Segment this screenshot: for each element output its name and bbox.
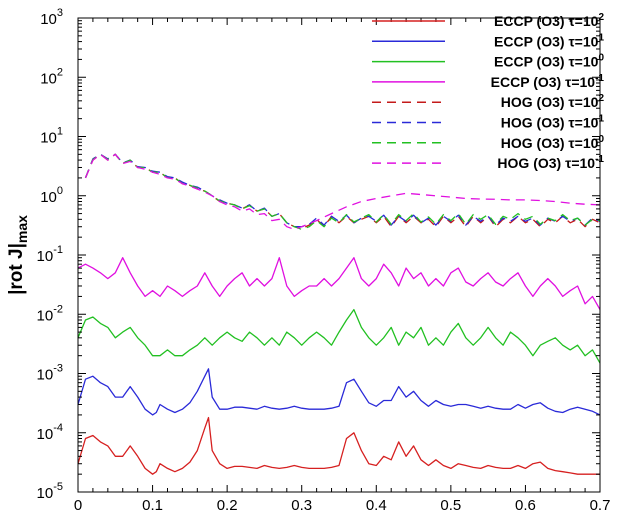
y-tick-base: 10 xyxy=(40,11,57,28)
legend-label-text: ECCP (O3) τ=10 xyxy=(494,13,599,29)
legend-label-exp: -1 xyxy=(595,154,604,165)
legend-label-3: ECCP (O3) τ=10-1 xyxy=(491,73,605,90)
series-line-1 xyxy=(77,368,601,416)
series-line-7 xyxy=(84,153,601,231)
series-line-2 xyxy=(77,308,601,364)
series-line-6 xyxy=(84,153,601,231)
legend-label-exp: 2 xyxy=(598,93,604,104)
legend-label-5: HOG (O3) τ=101 xyxy=(501,114,605,131)
y-tick-exp: -4 xyxy=(53,422,63,434)
y-tick-label-6: 10-3 xyxy=(37,363,63,384)
x-tick-label-5: 0.5 xyxy=(440,497,461,514)
y-tick-label-3: 100 xyxy=(40,185,63,206)
legend-label-7: HOG (O3) τ=10-1 xyxy=(497,154,604,171)
tick-layer: 0 0.1 0.2 0.3 0.4 0.5 0.6 0.710310210110010-110… xyxy=(37,7,611,514)
legend-label-6: HOG (O3) τ=100 xyxy=(501,134,605,151)
x-tick-label-3: 0.3 xyxy=(291,497,312,514)
y-axis-title: |rot J|max xyxy=(6,215,30,295)
y-tick-exp: 0 xyxy=(57,185,63,197)
y-tick-label-8: 10-5 xyxy=(37,481,63,502)
y-tick-label-0: 103 xyxy=(40,7,63,28)
legend-label-text: ECCP (O3) τ=10 xyxy=(494,54,599,70)
legend-label-exp: 2 xyxy=(598,12,604,23)
x-tick-label-7: 0.7 xyxy=(590,497,611,514)
y-tick-label-5: 10-2 xyxy=(37,303,63,324)
y-axis-title-main: |rot J| xyxy=(6,243,27,295)
legend-label-exp: 0 xyxy=(598,53,604,64)
legend-label-text: ECCP (O3) τ=10 xyxy=(491,74,596,90)
x-tick-label-0: 0 xyxy=(74,497,82,514)
y-tick-exp: 2 xyxy=(57,66,63,78)
y-tick-base: 10 xyxy=(37,248,54,265)
legend-label-text: HOG (O3) τ=10 xyxy=(501,94,599,110)
legend-label-0: ECCP (O3) τ=102 xyxy=(494,12,604,29)
y-axis-title-subscript: max xyxy=(14,215,30,243)
series-layer xyxy=(77,153,601,475)
legend-label-exp: 1 xyxy=(598,32,604,43)
y-tick-exp: -2 xyxy=(53,303,63,315)
y-tick-label-4: 10-1 xyxy=(37,244,63,265)
x-tick-label-4: 0.4 xyxy=(366,497,387,514)
y-tick-exp: 3 xyxy=(57,7,63,19)
y-tick-label-1: 102 xyxy=(40,66,63,87)
legend-label-text: HOG (O3) τ=10 xyxy=(501,135,599,151)
y-tick-exp: -3 xyxy=(53,363,63,375)
y-tick-base: 10 xyxy=(37,485,54,502)
x-tick-label-6: 0.6 xyxy=(515,497,536,514)
y-tick-label-2: 101 xyxy=(40,126,63,147)
series-line-0 xyxy=(77,416,600,475)
y-tick-base: 10 xyxy=(40,189,57,206)
legend-label-text: HOG (O3) τ=10 xyxy=(497,155,595,171)
y-tick-base: 10 xyxy=(37,307,54,324)
legend-label-text: HOG (O3) τ=10 xyxy=(501,115,599,131)
legend-label-text: ECCP (O3) τ=10 xyxy=(494,33,599,49)
y-tick-base: 10 xyxy=(40,70,57,87)
legend-label-exp: -1 xyxy=(595,73,604,84)
y-tick-base: 10 xyxy=(37,426,54,443)
y-tick-base: 10 xyxy=(40,130,57,147)
legend-label-4: HOG (O3) τ=102 xyxy=(501,93,605,110)
x-tick-label-1: 0.1 xyxy=(142,497,163,514)
y-tick-base: 10 xyxy=(37,367,54,384)
series-line-3 xyxy=(77,257,601,310)
y-tick-exp: -5 xyxy=(53,481,63,493)
y-tick-label-7: 10-4 xyxy=(37,422,63,443)
legend-label-2: ECCP (O3) τ=100 xyxy=(494,53,604,70)
legend-label-exp: 1 xyxy=(598,114,604,125)
legend-label-1: ECCP (O3) τ=101 xyxy=(494,32,604,49)
legend-label-exp: 0 xyxy=(598,134,604,145)
y-tick-exp: 1 xyxy=(57,126,63,138)
x-tick-label-2: 0.2 xyxy=(217,497,238,514)
y-tick-exp: -1 xyxy=(53,244,63,256)
